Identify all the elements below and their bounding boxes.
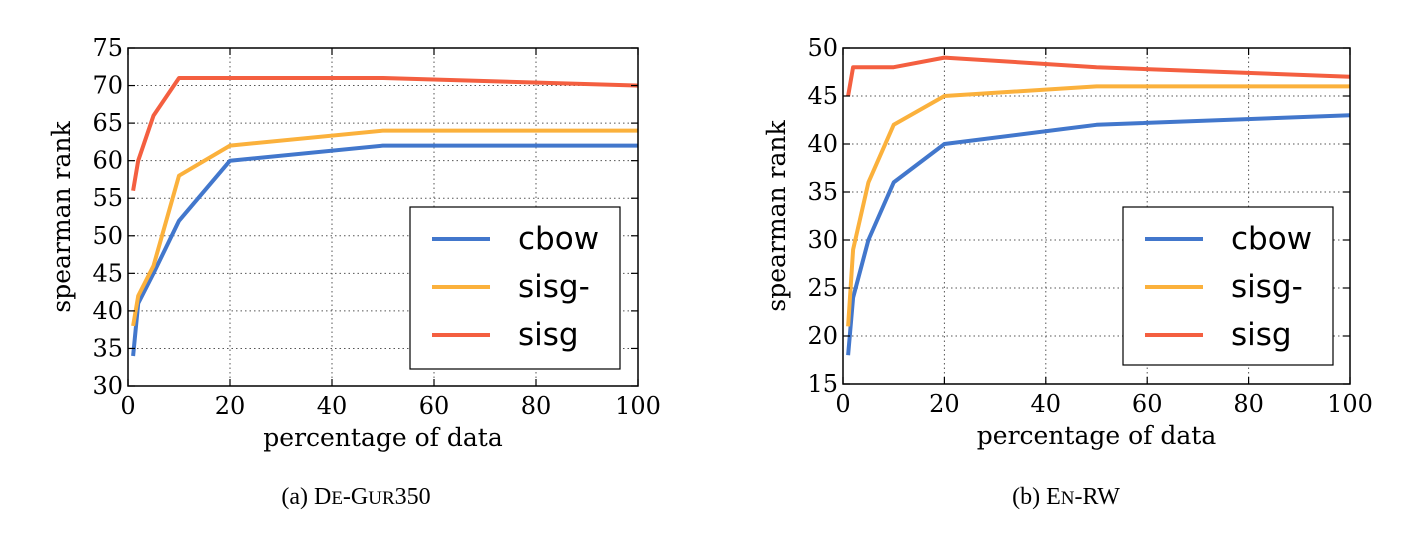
- caption-part: D: [314, 484, 331, 510]
- x-tick-label: 60: [1132, 390, 1163, 418]
- y-tick-label: 45: [92, 259, 123, 287]
- y-tick-label: 15: [807, 370, 838, 398]
- legend-label-sisg: sisg: [1231, 317, 1292, 353]
- legend-label-sisg-: sisg-: [518, 269, 590, 305]
- series-line-sisg: [846, 55, 1351, 97]
- caption-part: E: [1046, 484, 1061, 510]
- x-tick-label: 40: [1031, 390, 1062, 418]
- y-tick-label: 25: [807, 274, 838, 302]
- y-tick-label: 30: [92, 372, 123, 400]
- legend-label-cbow: cbow: [518, 221, 599, 257]
- chart-1: 0 20 40 60 80 100 15 20 25 30 35 40 45 50 percentage o…: [762, 34, 1373, 510]
- caption-prefix: (b): [1012, 484, 1046, 510]
- x-tick-label: 80: [521, 392, 552, 420]
- y-tick-label: 30: [807, 226, 838, 254]
- x-tick-label: 100: [615, 392, 661, 420]
- y-tick-label: 75: [92, 34, 123, 62]
- plot-frame: [842, 47, 1351, 385]
- series-line-sisg-: [846, 84, 1350, 327]
- y-axis-label: spearman rank: [762, 120, 791, 312]
- series-line-cbow: [846, 113, 1351, 356]
- y-tick-label: 35: [807, 178, 838, 206]
- caption-prefix: (a): [281, 484, 314, 510]
- x-tick-label: 40: [317, 392, 348, 420]
- legend: cbow sisg-sisg: [409, 206, 621, 370]
- y-tick-label: 50: [807, 34, 838, 62]
- plot-frame: [127, 47, 639, 387]
- series-line-sisg: [131, 76, 639, 192]
- caption-part: N: [1061, 488, 1075, 509]
- y-tick-label: 35: [92, 334, 123, 362]
- y-tick-label: 45: [807, 82, 838, 110]
- y-tick-label: 20: [807, 322, 838, 350]
- legend-label-cbow: cbow: [1231, 221, 1312, 257]
- x-tick-label: 100: [1327, 390, 1373, 418]
- y-tick-label: 60: [92, 147, 123, 175]
- legend-label-sisg: sisg: [518, 317, 579, 353]
- x-tick-label: 20: [215, 392, 246, 420]
- legend: cbow sisg-sisg: [1122, 206, 1334, 366]
- y-tick-label: 50: [92, 222, 123, 250]
- caption-part: -G: [343, 484, 368, 510]
- x-tick-label: 0: [120, 392, 135, 420]
- x-tick-label: 20: [929, 390, 960, 418]
- x-tick-label: 0: [835, 390, 850, 418]
- chart-0: 0 20 40 60 80 100 30 35 40 45 50 55 60 65 70 75 percenta…: [47, 34, 661, 510]
- x-axis-label: percentage of data: [977, 421, 1217, 450]
- chart-caption: (b) EN-RW: [1012, 484, 1120, 510]
- chart-caption: (a) DE-GUR350: [281, 484, 430, 510]
- legend-label-sisg-: sisg-: [1231, 269, 1303, 305]
- y-tick-label: 40: [92, 297, 123, 325]
- caption-part: 350: [395, 484, 431, 510]
- series-line-sisg-: [131, 128, 638, 327]
- y-tick-label: 65: [92, 109, 123, 137]
- x-tick-label: 80: [1233, 390, 1264, 418]
- y-tick-label: 55: [92, 184, 123, 212]
- x-axis-label: percentage of data: [263, 423, 503, 452]
- caption-part: -RW: [1075, 484, 1121, 510]
- y-tick-label: 70: [92, 72, 123, 100]
- x-tick-label: 60: [419, 392, 450, 420]
- caption-part: UR: [368, 488, 395, 509]
- y-axis-label: spearman rank: [47, 121, 76, 313]
- caption-part: E: [331, 488, 343, 509]
- y-tick-label: 40: [807, 130, 838, 158]
